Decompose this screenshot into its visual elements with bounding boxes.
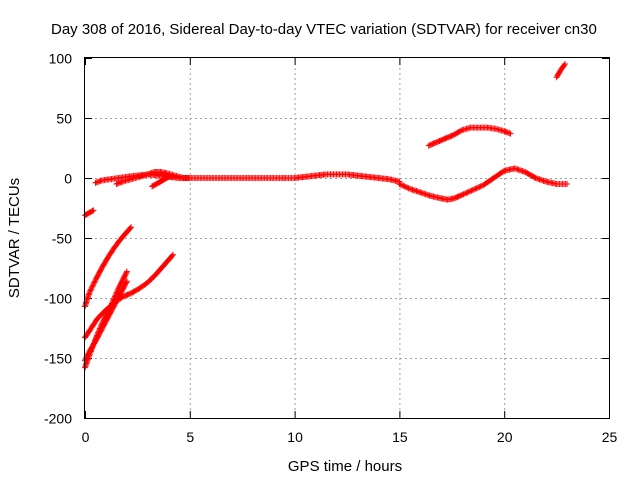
y-tick-label: 50: [56, 111, 72, 127]
series-track-1: [82, 207, 97, 219]
data-point: [90, 207, 97, 214]
data-point: [475, 184, 481, 191]
data-point: [396, 181, 403, 187]
data-point: [507, 130, 514, 137]
series-track-3: [113, 169, 193, 187]
data-point: [88, 286, 95, 293]
data-point: [86, 290, 93, 297]
data-point: [561, 62, 568, 69]
data-point: [170, 251, 177, 258]
data-point: [89, 282, 96, 289]
data-point: [169, 252, 176, 259]
y-tick-label: -50: [52, 231, 72, 247]
x-tick-labels: 0 5 10 15 20 25: [82, 429, 618, 445]
data-point: [113, 290, 120, 297]
data-point: [170, 173, 177, 180]
grid-lines: [85, 58, 609, 418]
y-tick-label: -150: [44, 351, 72, 367]
data-point: [186, 175, 193, 181]
series-track-10: [396, 165, 571, 203]
data-point: [468, 187, 475, 194]
data-point: [91, 279, 98, 286]
x-tick-label: 25: [602, 429, 618, 445]
data-points: [82, 61, 571, 371]
data-point: [469, 187, 476, 193]
data-point: [460, 191, 467, 198]
y-axis-title: SDTVAR / TECUs: [6, 178, 23, 298]
series-track-11: [425, 124, 514, 149]
data-point: [89, 208, 96, 214]
data-point: [464, 189, 471, 196]
data-point: [463, 190, 470, 196]
data-point: [397, 181, 404, 188]
series-track-9: [281, 171, 403, 185]
data-point: [402, 184, 409, 190]
data-point: [564, 181, 571, 187]
series-track-6: [82, 251, 177, 341]
data-point: [459, 191, 466, 198]
y-tick-label: 100: [49, 51, 73, 67]
data-point: [127, 225, 134, 232]
data-point: [465, 188, 472, 195]
data-point: [123, 279, 130, 286]
x-tick-label: 5: [186, 429, 194, 445]
data-point: [123, 278, 130, 285]
data-point: [458, 127, 465, 134]
y-tick-labels: -200 -150 -100 -50 0 50 100: [44, 51, 72, 427]
chart-title: Day 308 of 2016, Sidereal Day-to-day VTE…: [51, 21, 597, 38]
data-point: [467, 188, 474, 195]
data-point: [399, 182, 406, 189]
data-point: [472, 185, 479, 192]
data-point: [458, 192, 465, 199]
data-point: [461, 190, 468, 197]
data-point: [87, 287, 94, 294]
data-point: [473, 185, 480, 192]
data-point: [401, 183, 408, 190]
data-point: [90, 280, 97, 287]
series-track-5: [82, 224, 135, 310]
data-point: [128, 224, 135, 231]
x-tick-label: 10: [287, 429, 303, 445]
plot-frame: [84, 57, 610, 419]
data-point: [86, 288, 93, 295]
series-track-4: [149, 173, 177, 190]
y-tick-label: -200: [44, 411, 72, 427]
data-point: [400, 182, 407, 189]
x-tick-label: 20: [497, 429, 513, 445]
data-point: [89, 283, 96, 290]
data-point: [113, 289, 120, 296]
data-point: [561, 61, 568, 67]
data-point: [405, 185, 412, 192]
data-point: [471, 186, 478, 193]
data-point: [476, 184, 483, 190]
data-point: [404, 184, 411, 191]
x-tick-label: 15: [392, 429, 408, 445]
y-tick-label: -100: [44, 291, 72, 307]
data-point: [123, 269, 130, 276]
series-track-12: [553, 61, 568, 81]
x-tick-label: 0: [82, 429, 90, 445]
y-tick-label: 0: [64, 171, 72, 187]
data-point: [88, 284, 95, 291]
data-point: [477, 183, 484, 190]
data-point: [123, 268, 130, 275]
x-axis-title: GPS time / hours: [288, 458, 402, 475]
data-point: [91, 278, 98, 285]
